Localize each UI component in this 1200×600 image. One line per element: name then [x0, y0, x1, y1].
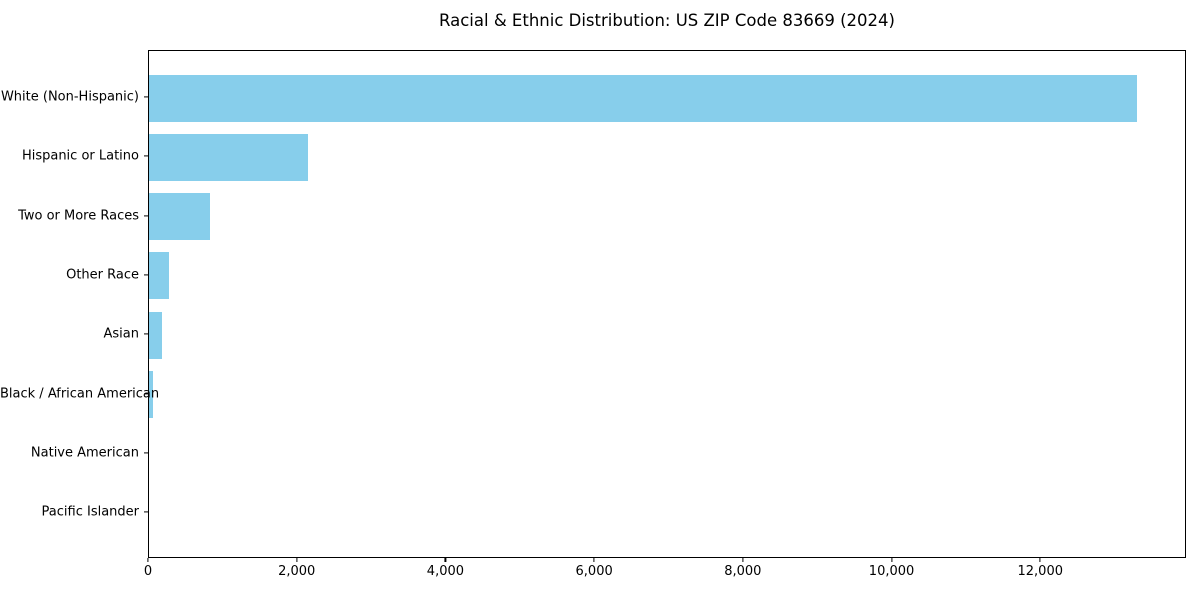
chart-title: Racial & Ethnic Distribution: US ZIP Cod…: [439, 11, 895, 30]
x-tick-label: 6,000: [575, 564, 613, 579]
x-tick-mark: [593, 558, 595, 562]
x-tick-mark: [296, 558, 298, 562]
x-tick-label: 10,000: [868, 564, 915, 579]
y-axis-label-asian: Asian: [103, 326, 139, 342]
bar-hispanic-or-latino: [149, 133, 308, 181]
bar-white-non-hispanic: [149, 74, 1138, 122]
x-tick-mark: [890, 558, 893, 562]
y-tick-mark: [144, 511, 148, 513]
y-tick-mark: [144, 155, 148, 157]
x-tick-label: 4,000: [426, 564, 465, 579]
y-tick-mark: [144, 96, 148, 98]
x-tick-mark: [1039, 558, 1041, 562]
plot-area: [148, 50, 1186, 558]
bar-two-or-more-races: [149, 193, 210, 241]
x-tick-label: 12,000: [1017, 564, 1064, 579]
x-tick-label: 2,000: [278, 564, 316, 579]
x-tick-mark: [742, 558, 744, 562]
y-axis-label-other-race: Other Race: [66, 267, 139, 283]
y-tick-mark: [144, 215, 148, 217]
y-axis-label-black-african-american: Black / African American: [0, 386, 160, 401]
y-axis-label-two-or-more-races: Two or More Races: [18, 208, 139, 224]
y-tick-mark: [144, 392, 148, 395]
x-tick-label: 8,000: [724, 564, 762, 579]
x-tick-label: 0: [143, 564, 153, 579]
y-tick-mark: [144, 333, 148, 335]
y-axis-label-white-non-hispanic: White (Non-Hispanic): [0, 89, 139, 105]
y-tick-mark: [144, 274, 148, 276]
y-axis-label-native-american: Native American: [30, 445, 139, 461]
bar-black-african-american: [149, 371, 154, 418]
y-axis-label-hispanic-or-latino: Hispanic or Latino: [21, 148, 139, 164]
x-tick-mark: [147, 558, 149, 562]
bar-other-race: [149, 252, 170, 300]
y-tick-mark: [144, 452, 148, 454]
y-axis-label-pacific-islander: Pacific Islander: [41, 504, 139, 520]
x-tick-mark: [444, 558, 446, 562]
bar-asian: [149, 311, 162, 359]
